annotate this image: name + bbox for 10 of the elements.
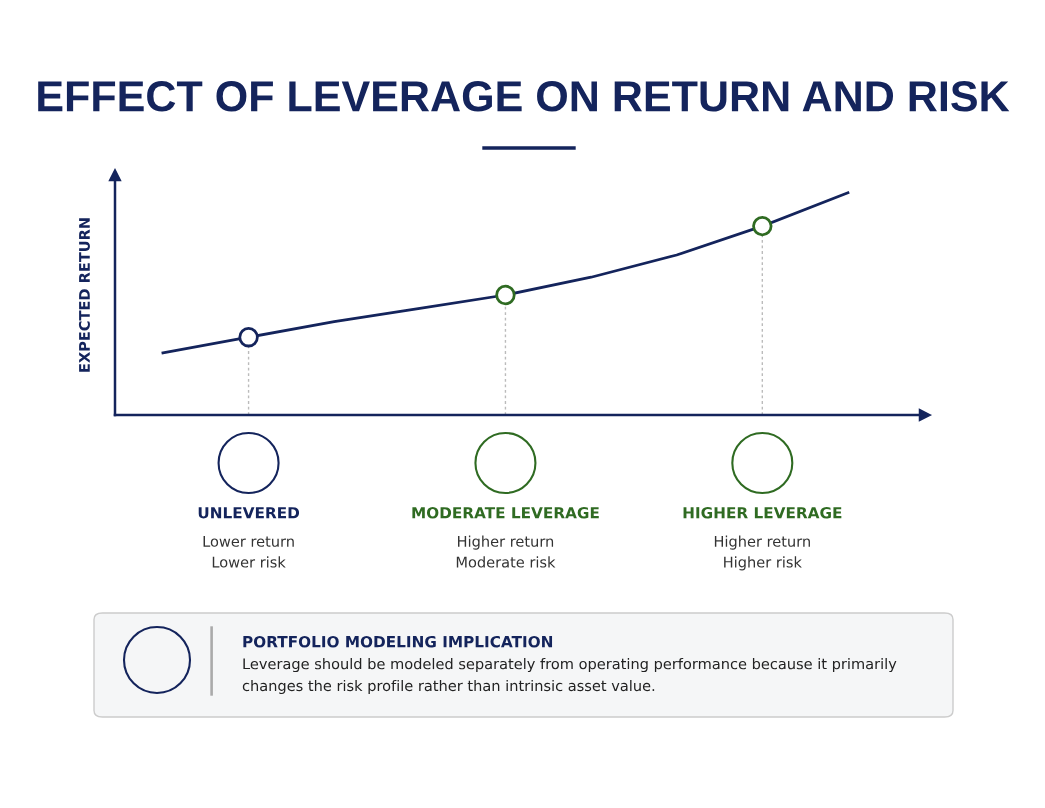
chart-title: EFFECT OF LEVERAGE ON RETURN AND RISK [38, 81, 1010, 112]
text: Higher return Higher risk [714, 535, 810, 571]
text: Lower return Lower risk [203, 536, 294, 568]
x-tick-label: UNLEVERED [198, 507, 300, 519]
y-axis-title: EXPECTED RETURN [78, 218, 90, 372]
text: Leverage should be modeled separately from operating performance because it primarily changes the risk profile rather than intrinsic asset value. [242, 658, 897, 694]
x-tick-label: MODERATE LEVERAGE [412, 506, 599, 519]
text: Higher return Moderate risk [456, 535, 556, 568]
x-tick-label: HIGHER LEVERAGE [683, 506, 842, 519]
text: PORTFOLIO MODELING IMPLICATION [243, 635, 553, 648]
